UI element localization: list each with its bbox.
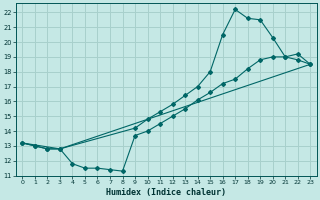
X-axis label: Humidex (Indice chaleur): Humidex (Indice chaleur) (106, 188, 226, 197)
